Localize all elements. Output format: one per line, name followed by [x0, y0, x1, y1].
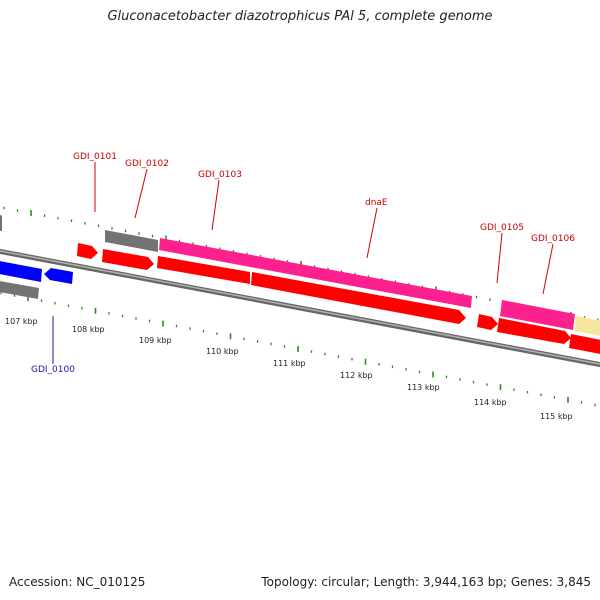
scale-label: 107 kbp: [5, 317, 38, 326]
gene-label-leader: [542, 243, 554, 295]
gene-label[interactable]: dnaE: [365, 198, 388, 208]
scale-label: 111 kbp: [273, 359, 306, 368]
topology-text: Topology: circular; Length: 3,944,163 bp…: [261, 575, 591, 589]
gene-0099-reverse[interactable]: [0, 260, 42, 282]
gene-label-leader: [496, 232, 503, 284]
gene-label-leader: [134, 168, 148, 219]
genome-backbone-highlight: [0, 250, 600, 365]
feature-0103-rna[interactable]: [159, 238, 472, 308]
gene-label-leader: [366, 207, 378, 259]
feature-0101-gray[interactable]: [0, 214, 2, 231]
scale-labels: 107 kbp 108 kbp 109 kbp 110 kbp 111 kbp …: [5, 317, 573, 421]
feature-0098-gray[interactable]: [0, 280, 39, 299]
gene-0103-arrow[interactable]: [157, 256, 250, 284]
scale-label: 113 kbp: [407, 383, 440, 392]
gene-0102-arrow[interactable]: [102, 249, 154, 270]
scale-label: 114 kbp: [474, 398, 507, 407]
scale-label: 109 kbp: [139, 336, 172, 345]
scale-label: 115 kbp: [540, 412, 573, 421]
feature-0102-gray[interactable]: [105, 230, 158, 252]
gene-0106-arrow[interactable]: [497, 318, 571, 344]
scale-label: 112 kbp: [340, 371, 373, 380]
gene-dnaE-arrow[interactable]: [251, 272, 466, 324]
genome-title: Gluconacetobacter diazotrophicus PAl 5, …: [107, 9, 493, 24]
feature-0106-rna[interactable]: [500, 300, 575, 330]
gene-0107-arrow[interactable]: [569, 334, 600, 355]
gene-label-leader: [211, 179, 220, 231]
gene-label[interactable]: GDI_0106: [531, 234, 575, 244]
accession-text: Accession: NC_010125: [9, 575, 146, 589]
gene-label[interactable]: GDI_0101: [73, 152, 117, 162]
gene-label[interactable]: GDI_0105: [480, 223, 524, 233]
feature-other-yellow[interactable]: [574, 316, 600, 337]
gene-labels: GDI_0101 GDI_0102 GDI_0103 dnaE GDI_0105…: [31, 152, 575, 375]
scale-label: 110 kbp: [206, 347, 239, 356]
gene-0101-arrow[interactable]: [77, 243, 98, 259]
gene-label[interactable]: GDI_0102: [125, 159, 169, 169]
gene-label[interactable]: GDI_0103: [198, 170, 242, 180]
scale-label: 108 kbp: [72, 325, 105, 334]
gene-0105-arrow[interactable]: [477, 314, 498, 330]
gene-0100-reverse[interactable]: [44, 268, 73, 284]
gene-label[interactable]: GDI_0100: [31, 365, 75, 375]
